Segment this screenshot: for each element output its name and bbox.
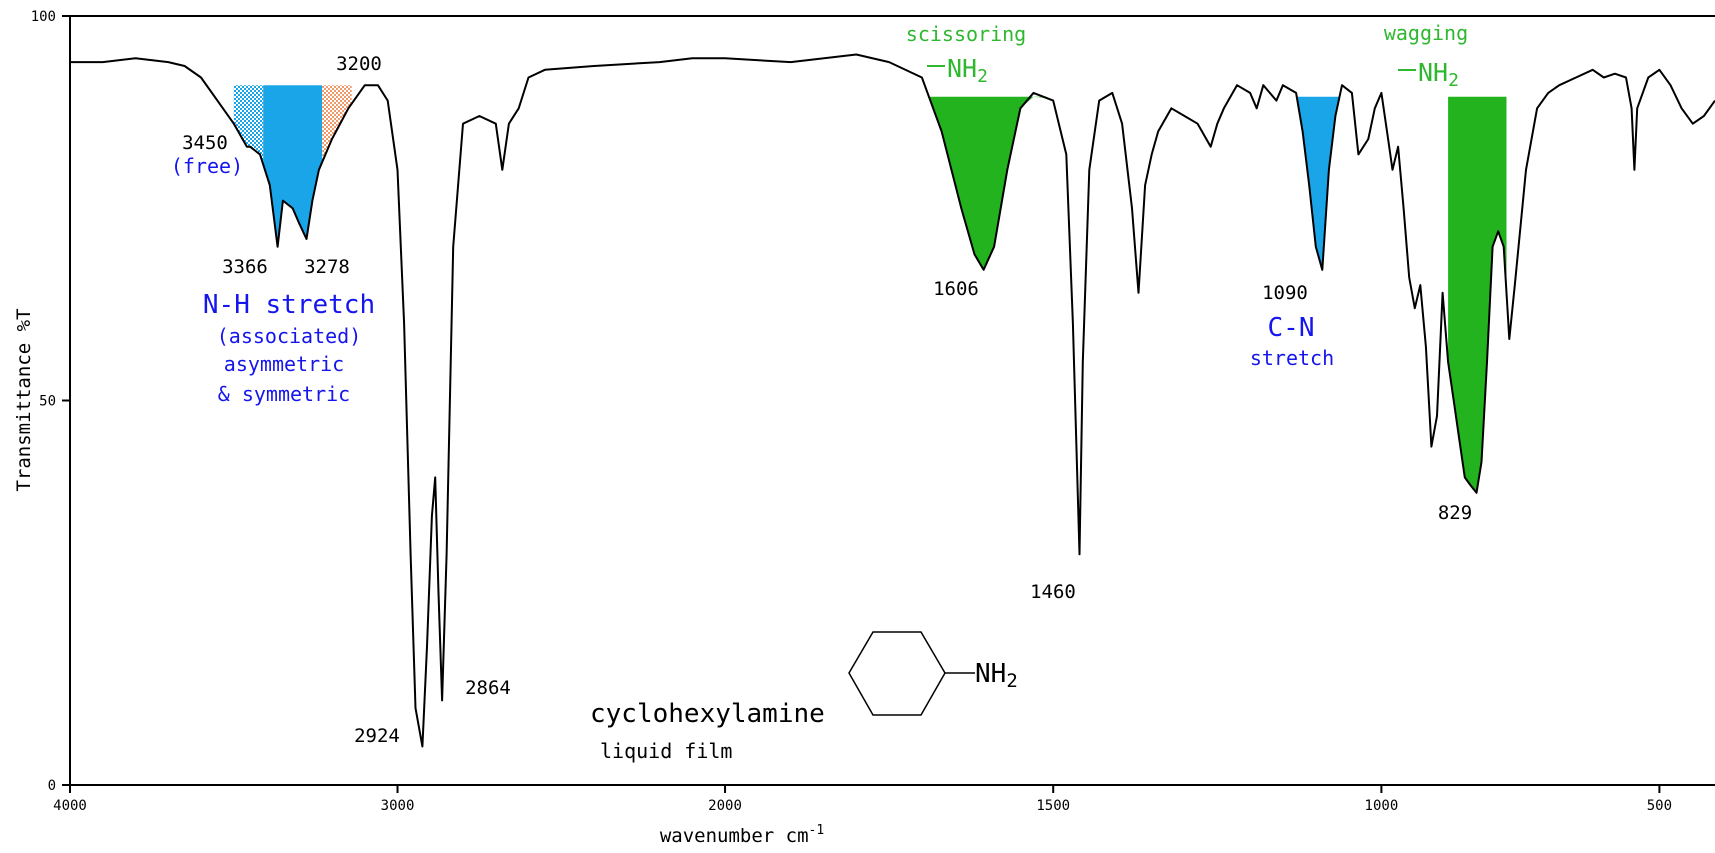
svg-text:NH2: NH2 (947, 54, 988, 87)
shaded-region-0 (233, 85, 264, 165)
x-tick-label-1500: 1500 (1036, 798, 1070, 814)
cn-label: C-N (1268, 313, 1315, 343)
associated-label: (associated) (217, 324, 362, 348)
y-tick-label-0: 0 (48, 778, 56, 794)
cn-stretch-label: stretch (1250, 346, 1334, 370)
y-axis-title: Transmittance %T (13, 308, 35, 491)
peak-label-3200: 3200 (336, 53, 382, 75)
x-axis-ticks: 4000 3000 2000 1500 1000 500 (53, 785, 1672, 814)
peak-label-3278: 3278 (304, 256, 350, 278)
x-tick-label-500: 500 (1647, 798, 1672, 814)
y-tick-label-50: 50 (39, 394, 56, 410)
wagging-nh2-label: NH2 (1398, 58, 1459, 91)
svg-text:NH2: NH2 (1418, 58, 1459, 91)
annotations: 3450 (free) 3200 3366 3278 N-H stretch (… (171, 21, 1472, 747)
nh-stretch-label: N-H stretch (203, 290, 375, 320)
free-label: (free) (171, 154, 243, 178)
x-tick-label-2000: 2000 (708, 798, 742, 814)
x-tick-label-3000: 3000 (381, 798, 415, 814)
x-tick-label-1000: 1000 (1365, 798, 1399, 814)
amine-group-subscript: 2 (1006, 670, 1017, 692)
amine-group-text: NH (975, 659, 1006, 689)
cyclohexane-ring (848, 631, 946, 716)
sample-state: liquid film (600, 739, 732, 763)
shaded-region-1 (263, 85, 323, 247)
compound-name: cyclohexylamine (590, 699, 825, 729)
amine-group: NH2 (975, 659, 1018, 692)
y-tick-label-100: 100 (31, 9, 56, 25)
peak-label-1606: 1606 (933, 278, 979, 300)
shaded-region-4 (1296, 96, 1339, 270)
wagging-nh2-text: NH (1418, 58, 1448, 87)
scissoring-nh2-text: NH (947, 54, 977, 83)
wagging-label: wagging (1384, 21, 1468, 45)
spectrum-series-line (70, 53, 1715, 748)
peak-label-3450: 3450 (182, 132, 228, 154)
wagging-nh2-subscript: 2 (1448, 70, 1459, 91)
compound-structure: cyclohexylamine liquid film NH2 (590, 631, 1018, 763)
y-axis-ticks: 0 50 100 (31, 9, 70, 794)
asymmetric-label: asymmetric (224, 352, 344, 376)
peak-label-1090: 1090 (1262, 282, 1308, 304)
peak-label-3366: 3366 (222, 256, 268, 278)
x-axis-title: wavenumber cm-1 (660, 823, 824, 847)
symmetric-label: & symmetric (218, 382, 350, 406)
peak-label-2924: 2924 (354, 725, 400, 747)
peak-label-829: 829 (1438, 502, 1472, 524)
scissoring-nh2-subscript: 2 (977, 66, 988, 87)
scissoring-nh2-label: NH2 (927, 54, 988, 87)
shaded-region-5 (1448, 96, 1507, 493)
x-axis-title-exponent: -1 (809, 823, 825, 838)
peak-label-1460: 1460 (1030, 581, 1076, 603)
shaded-region-3 (928, 96, 1047, 270)
scissoring-label: scissoring (906, 22, 1026, 46)
shaded-regions (233, 85, 1507, 493)
x-tick-label-4000: 4000 (53, 798, 87, 814)
peak-label-2864: 2864 (465, 677, 511, 699)
x-axis-title-text: wavenumber cm (660, 825, 809, 847)
